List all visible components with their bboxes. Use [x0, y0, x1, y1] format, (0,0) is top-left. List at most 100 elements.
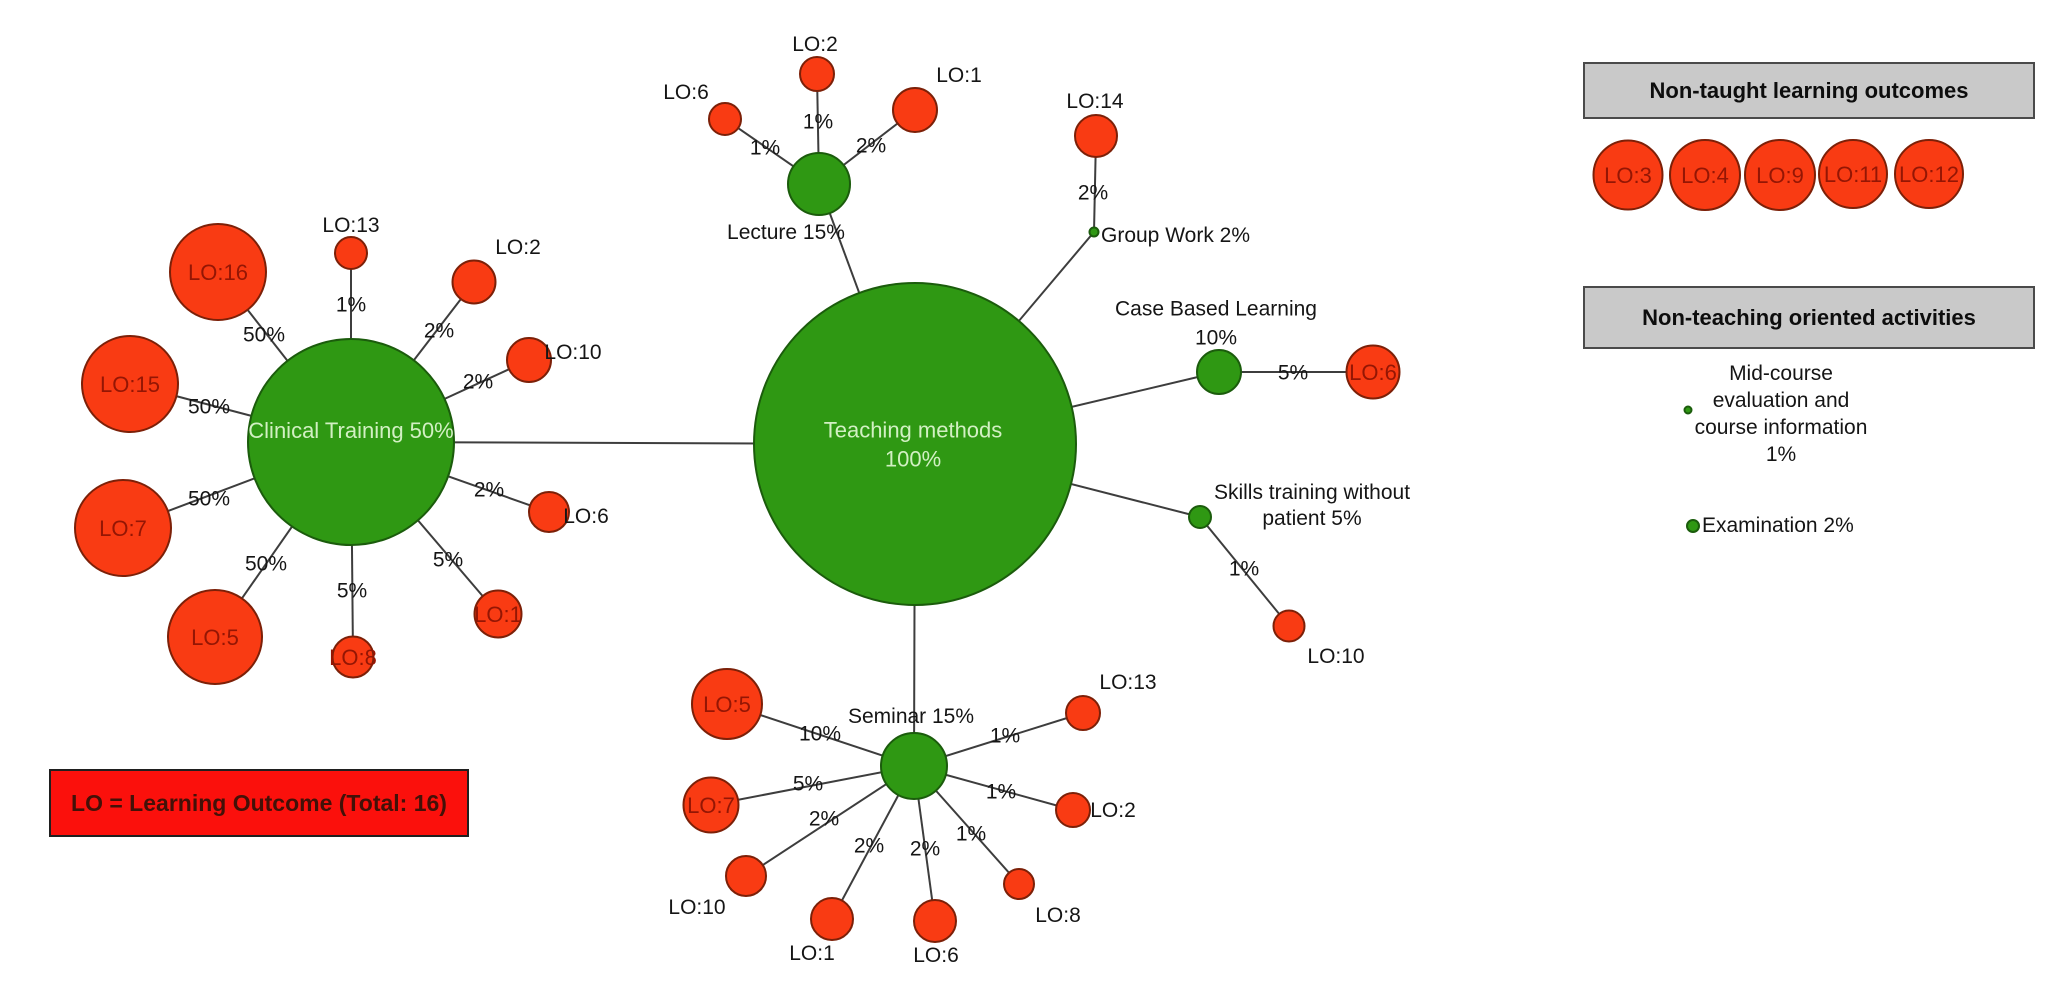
edge-label-lec-lec-lo1: 2%	[856, 135, 886, 158]
edge-label-sem-sem-lo13: 1%	[990, 725, 1020, 748]
node-leg-dot-mid	[1683, 405, 1693, 415]
node-leg-lo11	[1818, 139, 1888, 209]
node-label-ct-lo7: LO:7	[99, 516, 147, 541]
edge-label-gw-gw-lo14: 2%	[1078, 182, 1108, 205]
node-label-ct-lo5: LO:5	[191, 625, 239, 650]
edge-label-ct-ct-lo13: 1%	[336, 294, 366, 317]
edge-label-ct-ct-lo5: 50%	[245, 553, 287, 576]
node-label-sem-lo10: LO:10	[668, 896, 725, 919]
node-label-sem-lo5: LO:5	[703, 692, 751, 717]
node-label-sem: Seminar 15%	[848, 705, 974, 728]
node-sem-lo13	[1065, 695, 1101, 731]
node-tm	[753, 282, 1077, 606]
node-leg-lo4	[1669, 139, 1741, 211]
node-lec-lo2	[799, 56, 835, 92]
node-label-sem-lo6: LO:6	[913, 944, 959, 967]
node-label-leg-lo12: LO:12	[1899, 162, 1959, 187]
node-label-lec: Lecture 15%	[727, 221, 845, 244]
edge-label-lec-lec-lo2: 1%	[803, 111, 833, 134]
node-ct	[247, 338, 455, 546]
node-label-ct-lo15: LO:15	[100, 372, 160, 397]
node-sem-lo10	[725, 855, 767, 897]
node-label-sem-lo1: LO:1	[789, 942, 835, 965]
node-leg-lo9	[1744, 139, 1816, 211]
edge-st-st-lo10	[1199, 516, 1290, 627]
legend-non-teaching-title: Non-teaching oriented activities	[1642, 304, 1976, 330]
edge-label-ct-ct-lo8: 5%	[337, 580, 367, 603]
node-sem-lo8	[1003, 868, 1035, 900]
node-ct-lo6	[528, 491, 570, 533]
edge-label-sem-sem-lo2: 1%	[986, 781, 1016, 804]
note-text: LO = Learning Outcome (Total: 16)	[71, 789, 447, 816]
node-label-sem-lo8: LO:8	[1035, 904, 1081, 927]
legend-non-taught-header: Non-taught learning outcomes	[1583, 62, 2035, 119]
edge-sem-sem-lo7	[710, 765, 915, 806]
node-gw-lo14	[1074, 114, 1118, 158]
node-ct-lo8	[331, 635, 375, 679]
node-cbl	[1196, 349, 1242, 395]
node-label-leg-lo9: LO:9	[1756, 163, 1804, 188]
node-leg-lo3	[1592, 139, 1664, 211]
node-label-lec-lo6: LO:6	[663, 81, 709, 104]
node-label-lec-lo1: LO:1	[936, 64, 982, 87]
node-sem-lo2	[1055, 792, 1091, 828]
node-label-sem-lo7: LO:7	[687, 793, 735, 818]
node-label-sem-lo2: LO:2	[1090, 799, 1136, 822]
node-ct-lo10	[506, 337, 552, 383]
legend-non-taught-title: Non-taught learning outcomes	[1649, 77, 1969, 103]
edge-label-sem-sem-lo7: 5%	[793, 773, 823, 796]
node-st-lo10	[1272, 609, 1306, 643]
node-label-cbl: Case Based Learning 10%	[1115, 297, 1317, 349]
node-label-lec-lo2: LO:2	[792, 33, 838, 56]
node-label-ct-lo1: LO:1	[474, 602, 522, 627]
legend-examination-text: Examination 2%	[1702, 514, 1854, 537]
node-label-ct: Clinical Training 50%	[248, 418, 453, 443]
edge-label-sem-sem-lo5: 10%	[799, 723, 841, 746]
edge-label-st-st-lo10: 1%	[1229, 558, 1259, 581]
edge-label-ct-ct-lo10: 2%	[463, 371, 493, 394]
legend-non-teaching-header: Non-teaching oriented activities	[1583, 286, 2035, 349]
node-sem	[880, 732, 948, 800]
node-sem-lo5	[691, 668, 763, 740]
edge-label-ct-ct-lo2: 2%	[424, 320, 454, 343]
node-label-leg-lo4: LO:4	[1681, 163, 1729, 188]
node-label-ct-lo8: LO:8	[329, 645, 377, 670]
node-ct-lo5	[167, 589, 263, 685]
node-ct-lo15	[81, 335, 179, 433]
node-label-tm: Teaching methods 100%	[824, 417, 1003, 471]
node-ct-lo13	[334, 236, 368, 270]
node-ct-lo7	[74, 479, 172, 577]
edge-label-sem-sem-lo10: 2%	[809, 808, 839, 831]
edge-label-ct-ct-lo15: 50%	[188, 396, 230, 419]
legend-midcourse-text: Mid-course evaluation and course informa…	[1694, 362, 1868, 466]
edge-label-ct-ct-lo6: 2%	[474, 479, 504, 502]
node-label-sem-lo13: LO:13	[1099, 671, 1156, 694]
node-label-gw-lo14: LO:14	[1066, 90, 1124, 113]
node-label-leg-lo3: LO:3	[1604, 163, 1652, 188]
node-label-ct-lo6: LO:6	[563, 505, 609, 528]
node-ct-lo1	[473, 589, 523, 639]
note-box: LO = Learning Outcome (Total: 16)	[49, 769, 469, 837]
node-lec-lo6	[708, 102, 742, 136]
node-sem-lo1	[810, 897, 854, 941]
node-label-st-lo10: LO:10	[1307, 645, 1364, 668]
node-label-ct-lo2: LO:2	[495, 236, 541, 259]
node-label-st: Skills training without patient 5%	[1214, 481, 1410, 530]
edge-label-sem-sem-lo6: 2%	[910, 838, 940, 861]
node-cbl-lo6	[1345, 344, 1401, 400]
node-lec	[787, 152, 851, 216]
edge-label-ct-ct-lo7: 50%	[188, 488, 230, 511]
node-lec-lo1	[892, 87, 938, 133]
node-label-ct-lo10: LO:10	[544, 341, 601, 364]
node-ct-lo16	[169, 223, 267, 321]
edge-label-sem-sem-lo8: 1%	[956, 823, 986, 846]
node-label-gw: Group Work 2%	[1101, 224, 1250, 247]
node-gw	[1088, 226, 1100, 238]
node-label-cbl-lo6: LO:6	[1349, 360, 1397, 385]
node-st	[1188, 505, 1212, 529]
edge-label-ct-ct-lo1: 5%	[433, 549, 463, 572]
node-ct-lo2	[451, 259, 497, 305]
edge-label-ct-ct-lo16: 50%	[243, 324, 285, 347]
